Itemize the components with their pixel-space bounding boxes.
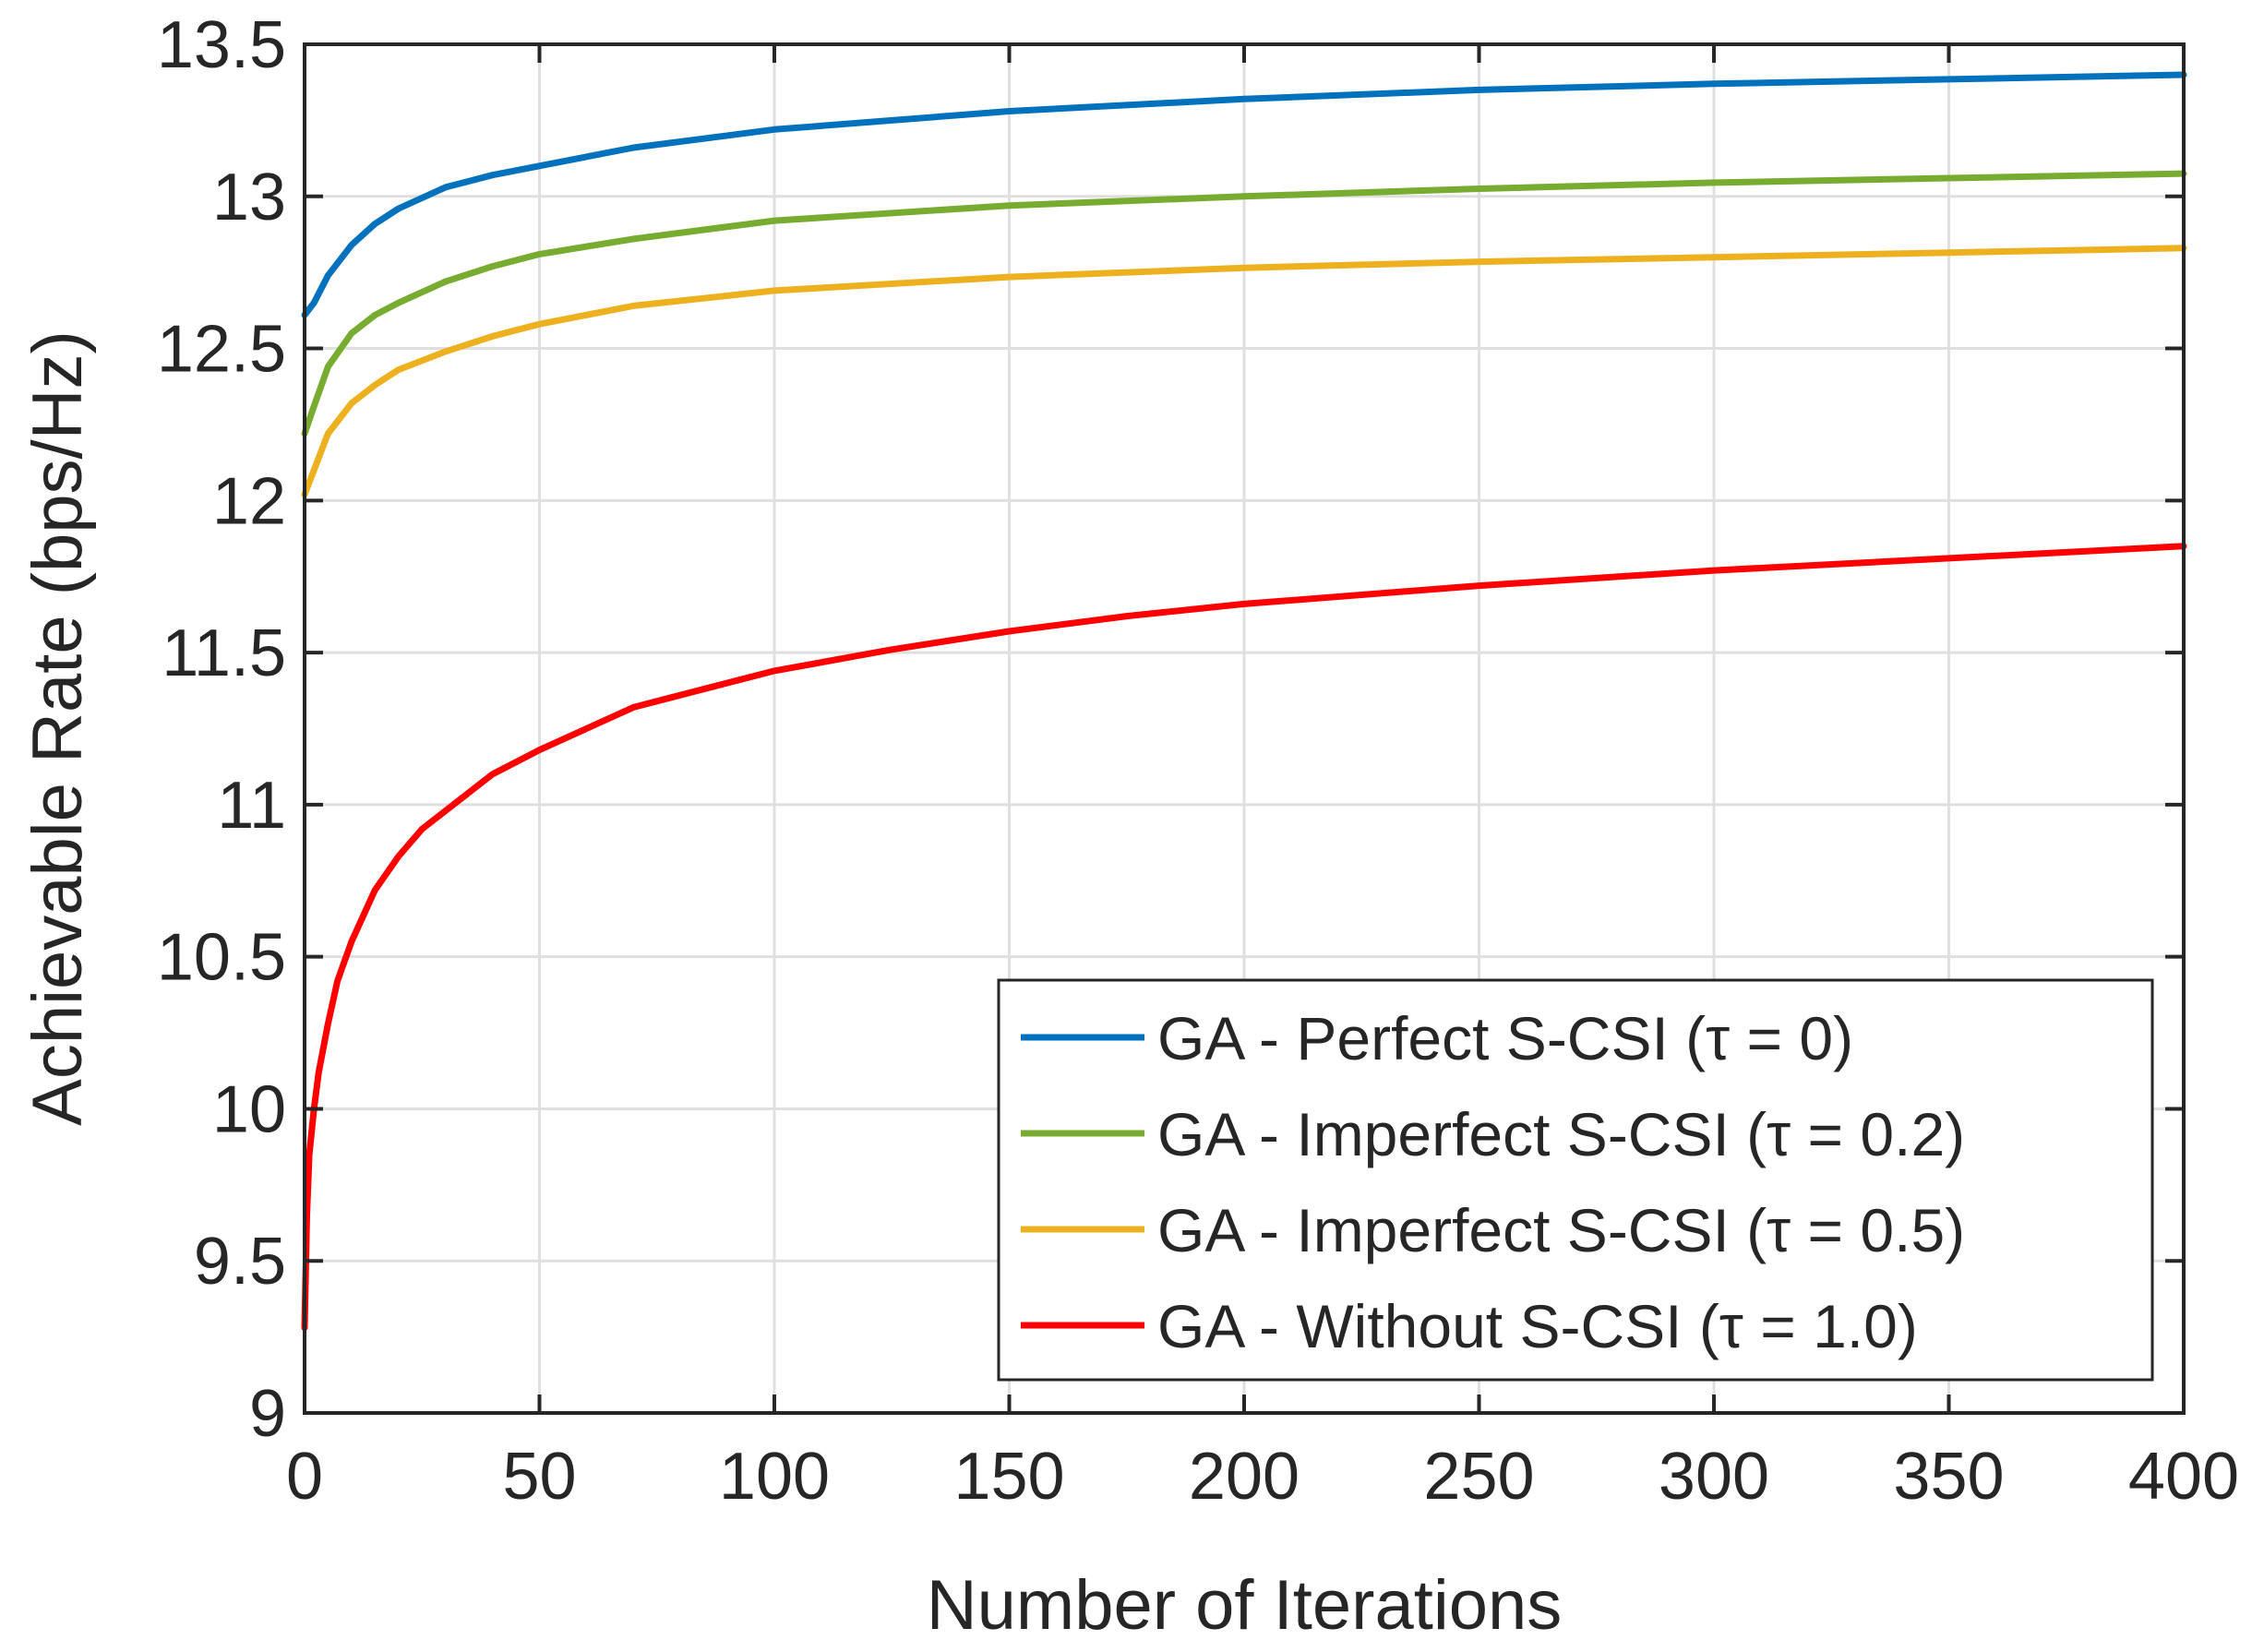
y-tick-label: 12.5 <box>157 313 286 387</box>
series-line-3 <box>301 245 2187 498</box>
x-tick-label: 350 <box>1893 1440 2004 1514</box>
legend-label-4: GA - Without S-CSI (τ = 1.0) <box>1157 1292 1918 1360</box>
tick-labels: 0 50 100 150 200 250 300 350 400 9 9.5 10 10.5 11 11.5… <box>157 8 2239 1514</box>
legend-label-1: GA - Perfect S-CSI (τ = 0) <box>1157 1004 1853 1072</box>
legend: GA - Perfect S-CSI (τ = 0) GA - Imperfect… <box>997 978 2154 1382</box>
series-line-1 <box>301 71 2187 318</box>
axis-ticks <box>303 42 2186 1415</box>
series-lines <box>301 71 2187 1332</box>
y-tick-label: 9.5 <box>194 1225 286 1299</box>
series-line-4 <box>301 543 2187 1332</box>
x-tick-label: 300 <box>1659 1440 1769 1514</box>
series-line-2 <box>301 170 2187 437</box>
legend-label-3: GA - Imperfect S-CSI (τ = 0.5) <box>1157 1196 1965 1264</box>
x-tick-label: 100 <box>719 1440 830 1514</box>
y-tick-label: 10 <box>212 1072 286 1146</box>
x-tick-label: 0 <box>286 1440 323 1514</box>
x-axis-title: Number of Iterations <box>927 1566 1563 1645</box>
y-tick-label: 12 <box>212 464 286 538</box>
y-tick-label: 9 <box>249 1377 286 1451</box>
x-tick-label: 200 <box>1189 1440 1300 1514</box>
y-tick-label: 11 <box>217 769 286 843</box>
y-axis-title: Achievable Rate (bps/Hz) <box>18 330 97 1126</box>
x-tick-label: 50 <box>502 1440 576 1514</box>
x-tick-label: 250 <box>1423 1440 1534 1514</box>
legend-label-2: GA - Imperfect S-CSI (τ = 0.2) <box>1157 1100 1965 1168</box>
grid <box>305 44 2184 1413</box>
x-tick-label: 400 <box>2128 1440 2239 1514</box>
y-tick-label: 10.5 <box>157 921 286 995</box>
y-tick-label: 11.5 <box>162 617 286 690</box>
y-tick-label: 13.5 <box>157 8 286 82</box>
y-tick-label: 13 <box>212 161 286 234</box>
legend-box <box>997 978 2154 1382</box>
x-tick-label: 150 <box>953 1440 1064 1514</box>
